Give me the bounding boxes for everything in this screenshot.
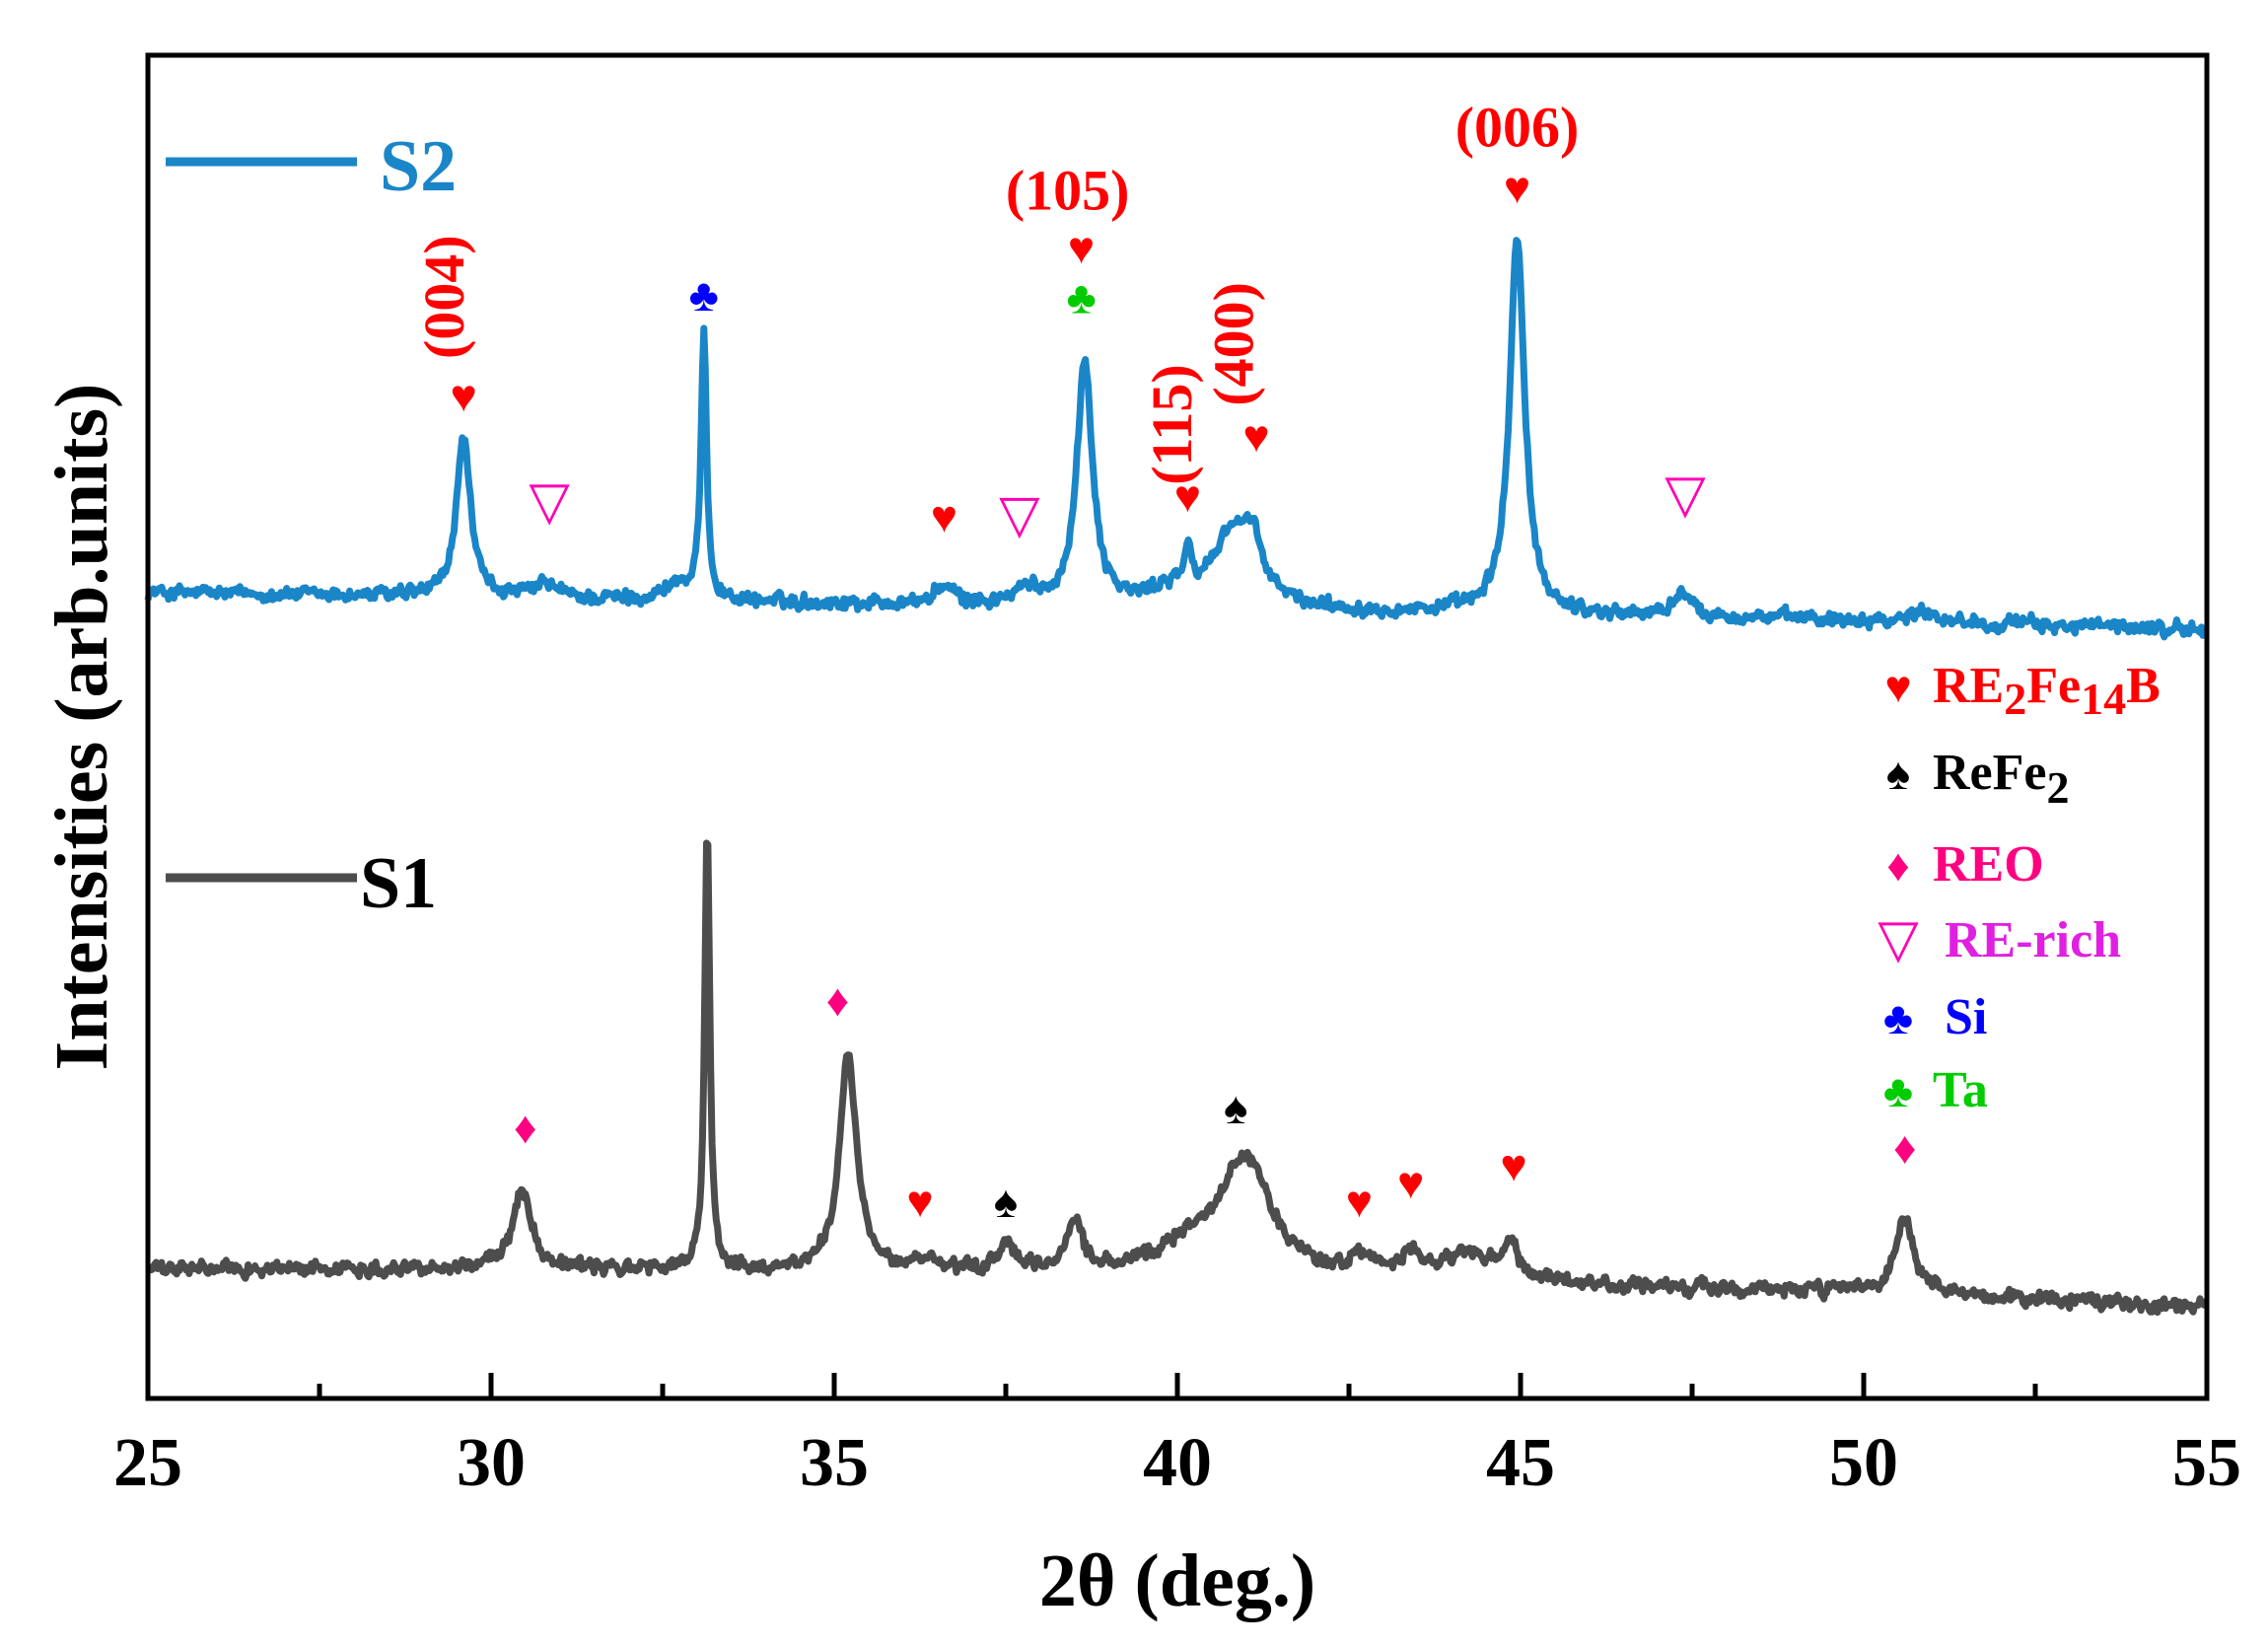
phase-marker-reo: ♦: [826, 975, 849, 1026]
hkl-label: (400): [1202, 282, 1266, 406]
x-tick-label: 40: [1143, 1425, 1212, 1501]
legend-label-si: Si: [1945, 989, 1987, 1045]
x-tick-label: 35: [800, 1425, 869, 1501]
y-axis-title: Intensities (arb.units): [40, 384, 123, 1071]
phase-marker-re2fe14b: ♥: [1174, 471, 1201, 522]
phase-marker-re2fe14b: ♥: [931, 492, 957, 542]
phase-marker-reo: ♦: [1893, 1123, 1916, 1174]
x-axis-title: 2θ (deg.): [1039, 1540, 1315, 1622]
series-s1-line: [145, 839, 2210, 1317]
hkl-label: (006): [1455, 96, 1580, 160]
phase-marker-si: ♣: [689, 270, 719, 321]
x-tick-label: 50: [1829, 1425, 1898, 1501]
x-tick-label: 45: [1486, 1425, 1555, 1501]
legend-club-icon-si: ♣: [1883, 993, 1913, 1043]
phase-marker-re-rich: ▽: [529, 471, 570, 531]
phase-marker-re2fe14b: ♥: [1346, 1177, 1373, 1227]
peak-annotations: (004) (105) (115)(400) (006): [412, 96, 1579, 485]
legend-spade-icon: ♠: [1886, 749, 1910, 799]
legend-label-re2fe14b: RE2Fe14B: [1933, 658, 2161, 724]
legend-club-icon-ta: ♣: [1883, 1066, 1913, 1116]
series-s2-line: [144, 237, 2210, 641]
phase-marker-re2fe14b: ♥: [451, 371, 477, 421]
x-tick-label: 55: [2172, 1425, 2241, 1501]
phase-markers: ♥▽♣♥ ▽♥♣♥♥♥▽♦♦♥ ♠♠♥ ♥ ♥ ♦: [451, 163, 1917, 1227]
legend-label-refe2: ReFe2: [1933, 745, 2069, 813]
phase-marker-re2fe14b: ♥: [1068, 223, 1095, 273]
legend-label-re-rich: RE-rich: [1945, 912, 2121, 968]
plot-layer: [144, 237, 2210, 1317]
hkl-label: (115): [1140, 364, 1204, 484]
hkl-label: (004): [412, 235, 476, 359]
legend-diamond-icon: ♦: [1886, 840, 1909, 891]
phase-marker-re-rich: ▽: [1665, 465, 1706, 524]
phase-marker-re2fe14b: ♥: [1504, 163, 1530, 213]
legend-heart-icon: ♥: [1884, 662, 1911, 712]
x-tick-label: 25: [113, 1425, 182, 1501]
phase-marker-ta: ♣: [1066, 273, 1096, 323]
hkl-label: (105): [1006, 159, 1130, 223]
phase-marker-refe2: ♠: [994, 1177, 1018, 1227]
legend-triangle-icon: ▽: [1878, 909, 1919, 968]
x-tick-label: 30: [457, 1425, 526, 1501]
phase-legend: ♥ RE2Fe14B ♠ ReFe2 ♦ REO ▽ RE-rich ♣ Si …: [1878, 658, 2161, 1118]
s1-key-label: S1: [360, 843, 437, 924]
legend-label-ta: Ta: [1933, 1062, 1988, 1118]
phase-marker-reo: ♦: [514, 1103, 536, 1153]
phase-marker-re2fe14b: ♥: [1500, 1140, 1526, 1190]
phase-marker-refe2: ♠: [1224, 1083, 1247, 1133]
phase-marker-re2fe14b: ♥: [1242, 411, 1269, 462]
s2-key-label: S2: [380, 126, 457, 207]
phase-marker-re2fe14b: ♥: [1397, 1158, 1424, 1208]
legend-label-reo: REO: [1933, 836, 2044, 893]
phase-marker-re-rich: ▽: [999, 485, 1040, 544]
x-axis-ticks: 25 30 35 40 45 50 55: [113, 1373, 2241, 1501]
phase-marker-re2fe14b: ♥: [906, 1177, 933, 1227]
